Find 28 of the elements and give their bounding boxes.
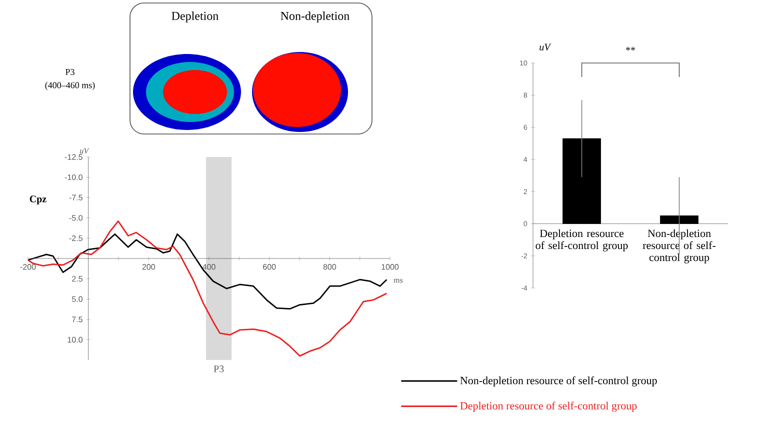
y-tick-label: 2.5 (72, 276, 82, 282)
x-tick-label: -200 (20, 264, 36, 270)
y-axis-title: uV (80, 148, 90, 154)
y-tick-label: -12.5 (64, 154, 82, 160)
x-axis-title: ms (394, 278, 403, 283)
text: ** (626, 46, 636, 51)
y-tick-label: 5.0 (72, 296, 82, 302)
y-tick-label: -2.5 (69, 235, 82, 242)
annotation: Cpz (30, 196, 46, 204)
y-tick-label: -7.5 (69, 194, 82, 200)
band-label: P3 (214, 366, 224, 372)
text: Non-depletion resource of self-control group (460, 376, 657, 386)
y-tick-label: -5.0 (69, 215, 82, 221)
text: Non-depletion (280, 12, 350, 22)
text: (400–460 ms) (45, 82, 95, 90)
y-tick-label: 7.5 (72, 316, 82, 322)
y-tick-label: 10.0 (68, 336, 82, 343)
x-tick-label: 800 (323, 264, 336, 270)
x-tick-label: 600 (263, 264, 276, 270)
x-tick-label: Non-depletion resource of self-control group (642, 229, 716, 264)
text: P3 (66, 68, 74, 76)
x-tick-label: 1000 (382, 264, 399, 270)
text: Depletion (172, 12, 218, 22)
y-tick-label: -10.0 (64, 174, 82, 180)
x-tick-label: 200 (142, 264, 156, 270)
text: Depletion resource of self-control group (460, 402, 637, 412)
x-tick-label: 400 (202, 264, 216, 270)
y-axis-title: uV (540, 44, 552, 50)
